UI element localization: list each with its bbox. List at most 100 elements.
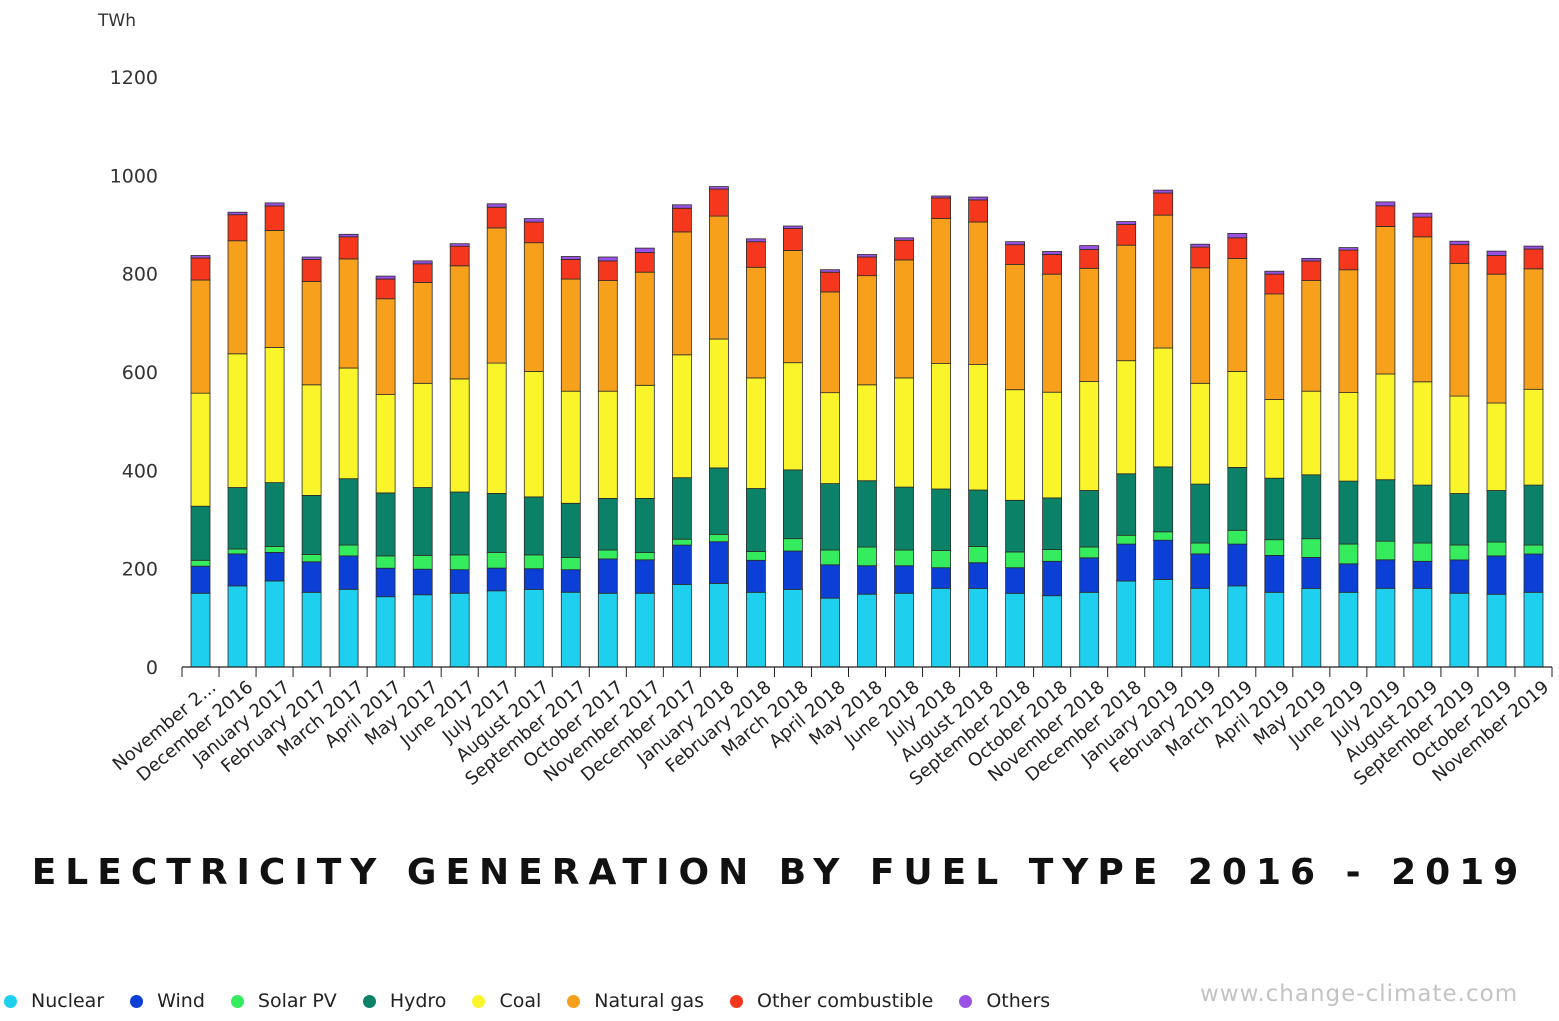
bar-segment-hydro [1301,474,1322,540]
bar-segment-other-combustible [449,245,470,267]
bar-segment-coal [931,363,951,490]
legend-color-dot [362,994,376,1008]
bar-segment-hydro [1412,484,1433,544]
bar-segment-nuclear [1153,579,1174,668]
legend-item: Nuclear [4,990,104,1012]
bar-segment-natural-gas [1301,280,1322,392]
bar-segment-coal [1449,395,1470,494]
bar-segment-other-combustible [968,199,988,223]
bar-segment-hydro [338,478,359,546]
bar-segment-nuclear [634,592,655,668]
bar-segment-coal [1042,391,1062,499]
bar-segment-other-combustible [338,236,359,260]
bar-segment-coal [634,384,655,499]
bar-segment-coal [1486,402,1507,491]
bar-segment-solar-pv [1079,546,1100,559]
bar-segment-wind [375,567,396,598]
bar-segment-natural-gas [1264,293,1285,400]
bar-segment-wind [1005,567,1025,594]
bar-segment-hydro [301,494,322,555]
bar-segment-hydro [894,486,914,551]
bar-segment-other-combustible [931,197,951,219]
bar-segment-wind [338,555,359,590]
bar-segment-natural-gas [597,280,618,392]
bar-segment-wind [1227,543,1248,587]
bar-segment-nuclear [264,580,285,668]
legend-color-dot [730,994,743,1008]
y-tick-label: 400 [122,460,158,482]
bar-segment-others [857,254,877,258]
bar-segment-others [820,269,840,273]
bar-segment-coal [560,390,581,504]
bar-segment-hydro [1486,490,1507,543]
legend-item: Wind [130,990,205,1012]
y-tick-label: 0 [146,657,158,679]
bar-segment-wind [190,565,211,594]
bar-segment-others [1042,251,1062,255]
bar-segment-wind [560,569,581,593]
bar-segment-wind [857,565,877,595]
bar-segment-others [1449,240,1470,245]
y-tick-label: 200 [122,559,158,581]
bar-segment-wind [523,568,544,590]
bar-segment-hydro [227,487,248,550]
watermark: www.change-climate.com [1200,981,1519,1007]
bar-segment-other-combustible [1190,246,1211,269]
bar-segment-solar-pv [264,546,285,553]
bar-segment-wind [1116,543,1137,582]
bar-segment-solar-pv [1486,541,1507,557]
bar-segment-wind [227,553,248,587]
bar-segment-nuclear [1042,595,1062,668]
bar-segment-other-combustible [1264,273,1285,295]
bar-segment-solar-pv [783,538,803,552]
bar-segment-others [709,186,729,190]
bar-segment-other-combustible [746,241,766,268]
bar-segment-nuclear [931,587,951,668]
bar-segment-hydro [1153,466,1174,533]
bar-segment-nuclear [523,588,544,668]
bar-segment-hydro [1005,499,1025,553]
bar-segment-coal [709,338,729,469]
bar-segment-natural-gas [264,229,285,348]
bar-segment-natural-gas [672,231,692,356]
legend-label: Nuclear [31,990,105,1012]
bar-segment-others [449,243,470,247]
bar-segment-others [672,204,692,209]
bar-segment-other-combustible [672,207,692,233]
legend-item: Other combustible [730,990,933,1012]
legend-label: Natural gas [594,990,704,1012]
bar-segment-hydro [412,487,433,556]
bar-segment-other-combustible [1301,260,1322,281]
bar-segment-coal [1301,390,1322,476]
bar-segment-coal [1338,392,1359,482]
bar-segment-others [338,233,359,238]
bar-segment-other-combustible [486,206,507,229]
bar-segment-wind [746,559,766,593]
legend-color-dot [472,994,486,1008]
bar-segment-other-combustible [375,278,396,300]
chart-title: ELECTRICITY GENERATION BY FUEL TYPE 2016… [31,852,1528,893]
legend-item: Hydro [362,990,446,1012]
bar-segment-natural-gas [1486,273,1507,404]
bar-segment-solar-pv [1375,540,1396,561]
bar-segment-others [1153,189,1174,194]
bar-segment-other-combustible [412,263,433,283]
bar-segment-solar-pv [338,544,359,557]
legend-color-dot [230,994,244,1008]
bar-segment-hydro [672,477,692,540]
bar-segment-hydro [820,483,840,551]
bar-segment-natural-gas [1523,268,1544,390]
bar-segment-other-combustible [560,258,581,280]
bar-segment-natural-gas [1042,273,1062,393]
bar-segment-hydro [857,480,877,548]
bar-segment-nuclear [857,593,877,668]
bar-segment-wind [449,569,470,594]
bar-segment-wind [597,558,618,594]
bar-segment-solar-pv [412,555,433,570]
bar-segment-hydro [1079,490,1100,548]
bar-segment-hydro [1449,492,1470,546]
bar-segment-wind [931,567,951,589]
legend-color-dot [959,994,973,1008]
bar-segment-solar-pv [190,559,211,567]
bar-segment-other-combustible [1153,192,1174,216]
